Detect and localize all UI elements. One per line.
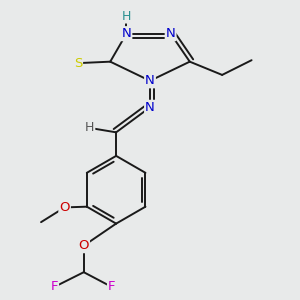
Text: N: N: [145, 101, 155, 114]
Text: O: O: [59, 201, 70, 214]
Text: N: N: [145, 74, 155, 87]
Text: S: S: [74, 57, 82, 70]
Text: F: F: [108, 280, 116, 293]
Text: O: O: [79, 239, 89, 252]
Text: H: H: [122, 10, 131, 22]
Text: F: F: [51, 280, 58, 293]
Text: N: N: [166, 27, 176, 40]
Text: H: H: [85, 122, 94, 134]
Text: N: N: [122, 27, 131, 40]
Text: methoxy: methoxy: [23, 217, 53, 223]
